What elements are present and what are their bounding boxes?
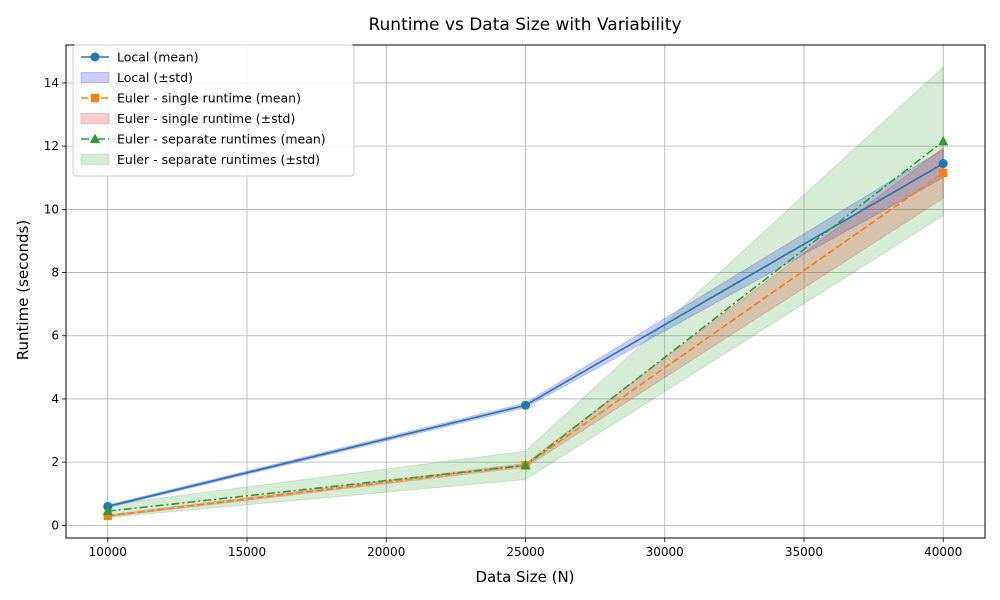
x-tick-label: 25000 xyxy=(506,545,544,559)
data-point-1 xyxy=(939,168,948,178)
data-markers xyxy=(102,135,949,521)
legend-label: Local (mean) xyxy=(117,50,199,65)
y-tick-label: 12 xyxy=(44,139,59,153)
legend-marker xyxy=(90,93,100,103)
legend: Local (mean) Local (±std) Euler - single r… xyxy=(72,44,355,177)
y-tick-label: 6 xyxy=(51,329,59,343)
x-axis-title: Data Size (N) xyxy=(475,568,574,586)
legend-label: Euler - separate runtimes (±std) xyxy=(117,152,320,167)
legend-label: Euler - single runtime (±std) xyxy=(117,111,295,126)
y-tick-label: 4 xyxy=(51,392,59,406)
legend-band-swatch xyxy=(80,72,110,83)
x-tick-label: 10000 xyxy=(89,545,127,559)
legend-band-swatch xyxy=(80,113,110,124)
data-point-0 xyxy=(521,400,530,410)
y-tick-label: 2 xyxy=(51,455,59,469)
data-point-2 xyxy=(938,135,949,146)
data-point-2 xyxy=(102,505,113,516)
legend-marker xyxy=(90,52,100,62)
x-tick-label: 30000 xyxy=(646,545,684,559)
legend-band-swatch xyxy=(80,154,110,165)
x-tick-label: 20000 xyxy=(367,545,405,559)
y-tick-label: 0 xyxy=(51,518,59,532)
axis-ticks: 10000 15000 20000 25000 30000 35000 40000 0 2 4 6 8… xyxy=(44,76,963,559)
y-tick-label: 10 xyxy=(44,202,59,216)
data-point-0 xyxy=(938,159,948,169)
legend-label: Euler - single runtime (mean) xyxy=(117,91,301,106)
legend-marker xyxy=(90,133,100,143)
legend-label: Local (±std) xyxy=(117,70,193,85)
x-tick-label: 35000 xyxy=(785,545,823,559)
y-axis-title: Runtime (seconds) xyxy=(14,220,32,360)
x-tick-label: 40000 xyxy=(924,545,962,559)
data-point-1 xyxy=(103,511,112,521)
legend-box xyxy=(72,44,355,177)
data-point-2 xyxy=(520,459,531,470)
y-tick-label: 8 xyxy=(51,266,59,280)
x-tick-label: 15000 xyxy=(228,545,266,559)
legend-label: Euler - separate runtimes (mean) xyxy=(117,132,326,147)
y-tick-label: 14 xyxy=(44,76,59,90)
grid-lines xyxy=(66,45,985,538)
chart-title: Runtime vs Data Size with Variability xyxy=(368,15,681,35)
